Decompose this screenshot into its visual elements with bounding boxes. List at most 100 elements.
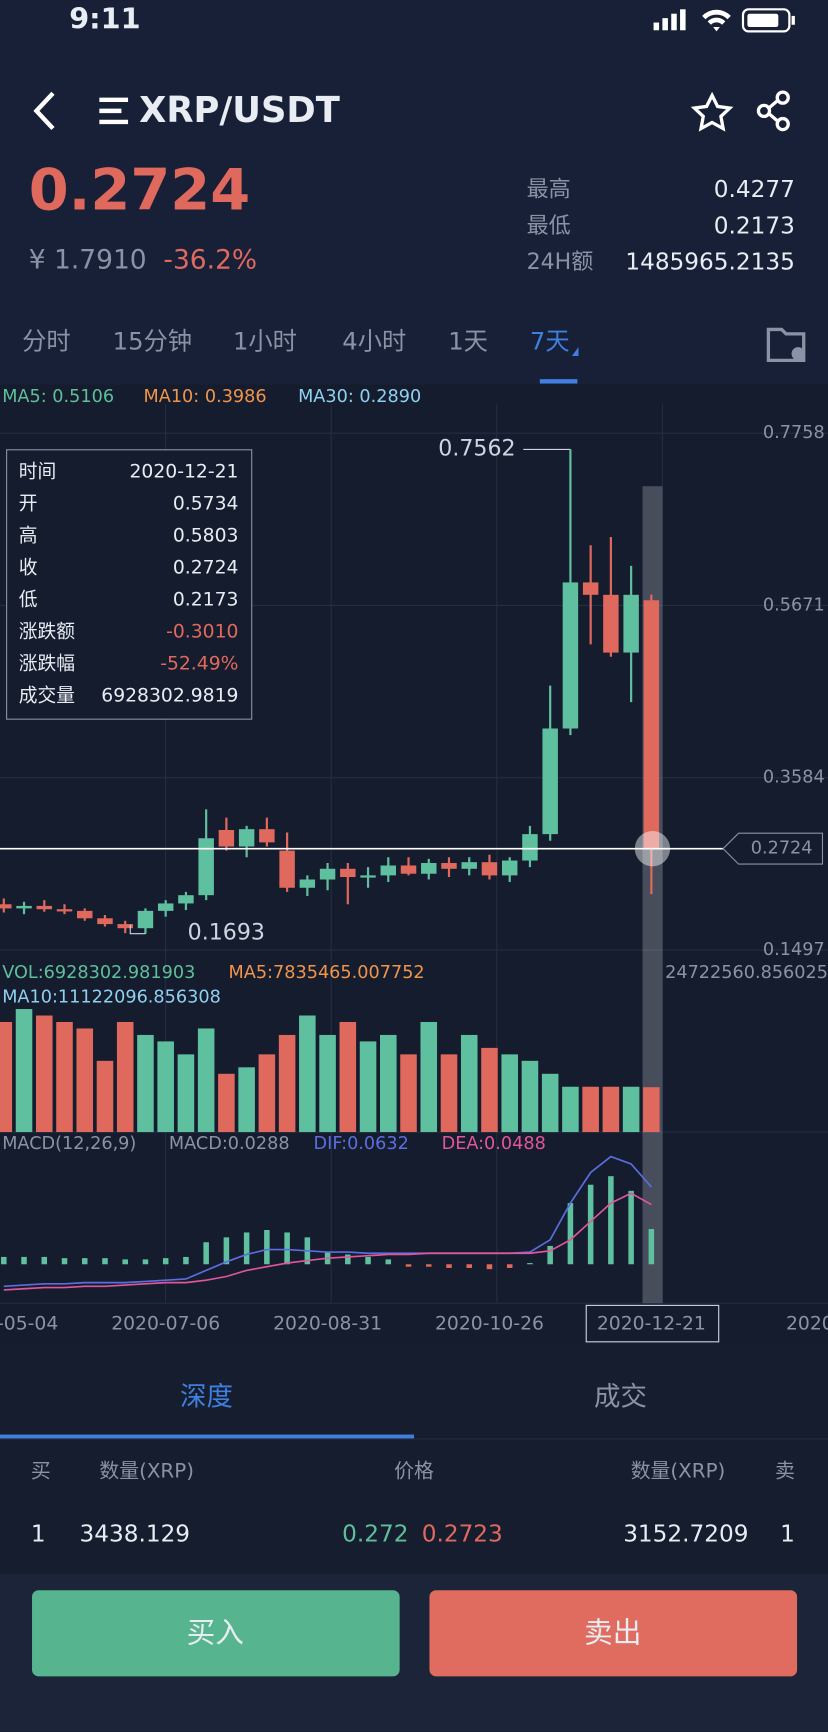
candle-body	[238, 829, 255, 847]
depth-tab[interactable]: 深度	[180, 1382, 233, 1413]
settings-icon[interactable]	[766, 327, 806, 363]
candle-body	[623, 594, 639, 653]
volume-bar	[218, 1073, 235, 1133]
share-button[interactable]	[756, 90, 790, 132]
macd-bar	[486, 1264, 493, 1270]
macd-bar	[21, 1256, 27, 1265]
pair-title: XRP/USDT	[139, 90, 340, 131]
back-button[interactable]	[33, 91, 55, 131]
volume-bar	[643, 1087, 660, 1133]
x-tick-label: 2020-07-06	[111, 1314, 220, 1335]
favorite-button[interactable]	[690, 91, 734, 132]
macd-bar	[405, 1264, 412, 1267]
period-tab[interactable]: 分时	[22, 327, 71, 356]
x-label-box	[585, 1304, 720, 1343]
book-cell: 0.2723	[422, 1521, 503, 1548]
candle-body	[16, 905, 32, 909]
candle-body	[259, 829, 275, 843]
volume-bar	[541, 1073, 559, 1133]
x-tick-label: 2020-	[786, 1314, 828, 1335]
candle-body	[36, 905, 52, 910]
macd-bar	[608, 1176, 614, 1265]
volume-bar	[278, 1034, 296, 1133]
volume-bar	[562, 1086, 579, 1133]
ma-legend: MA30: 0.2890	[298, 387, 421, 407]
book-cell: 0.272	[342, 1521, 408, 1548]
volume-bar	[15, 1009, 33, 1133]
sell-label[interactable]: 卖出	[584, 1615, 641, 1649]
macd-bar	[162, 1258, 169, 1265]
macd-bar	[466, 1264, 472, 1268]
stat-value: 1485965.2135	[625, 249, 795, 276]
candle-body	[421, 863, 437, 874]
tooltip-label: 收	[19, 556, 38, 578]
macd-bar	[527, 1263, 533, 1265]
stat-value: 0.2173	[714, 212, 795, 239]
volume-bar	[116, 1021, 134, 1133]
period-tab[interactable]: 1小时	[233, 327, 297, 356]
candle-body	[522, 834, 538, 861]
macd-bar	[203, 1242, 209, 1265]
candle-body	[542, 728, 558, 835]
tooltip-value: 0.2724	[173, 557, 239, 578]
macd-legend: MACD(12,26,9)	[2, 1134, 136, 1154]
macd-legend: DEA:0.0488	[442, 1134, 546, 1154]
y-tick-label: 0.7758	[763, 423, 825, 443]
volume-bar	[258, 1054, 276, 1133]
candle-body	[279, 850, 295, 888]
period-tab[interactable]: 4小时	[342, 327, 406, 356]
candle-body	[0, 904, 12, 909]
clock: 9:11	[69, 1, 140, 35]
buy-button[interactable]	[32, 1590, 400, 1677]
volume-bar	[238, 1067, 255, 1133]
candle-body	[198, 838, 214, 896]
ma-legend: MA10: 0.3986	[144, 387, 267, 407]
candle-body	[562, 582, 579, 729]
y-tick-label: 0.1497	[763, 940, 825, 960]
book-header: 卖	[775, 1460, 795, 1483]
change: -36.2%	[163, 245, 257, 276]
volume-bar	[521, 1060, 539, 1133]
menu-icon[interactable]	[99, 97, 129, 125]
candle-body	[441, 863, 457, 869]
candle-body	[178, 895, 194, 904]
tooltip-value: -0.3010	[166, 621, 238, 642]
volume-bar	[319, 1034, 336, 1133]
ma-legend: MA5: 0.5106	[2, 387, 114, 407]
macd-bar	[223, 1237, 230, 1265]
header-bg	[0, 0, 828, 385]
volume-bar	[0, 1021, 13, 1133]
tooltip-value: 2020-12-21	[129, 461, 238, 482]
macd-bar	[284, 1232, 290, 1265]
candle-body	[603, 594, 619, 653]
period-tab[interactable]: 1天	[448, 327, 488, 356]
candle-body	[97, 918, 113, 925]
macd-legend: DIF:0.0632	[314, 1134, 409, 1154]
buy-label[interactable]: 买入	[187, 1615, 244, 1649]
tooltip-value: 6928302.9819	[101, 685, 238, 706]
high-label: 0.7562	[438, 436, 515, 461]
trades-tab[interactable]: 成交	[594, 1382, 647, 1413]
macd-bar	[122, 1259, 128, 1265]
sell-button[interactable]	[429, 1590, 798, 1677]
volume-bar	[481, 1047, 498, 1133]
volume-bar	[420, 1021, 438, 1133]
stat-label: 24H额	[527, 250, 594, 275]
period-tab[interactable]: 7天	[530, 327, 570, 356]
candle-body	[380, 865, 397, 876]
macd-bar	[385, 1259, 392, 1265]
tooltip-label: 涨跌额	[19, 620, 75, 642]
vol-legend: MA5:7835465.007752	[229, 963, 425, 983]
macd-bar	[264, 1230, 270, 1265]
candle-body	[157, 903, 174, 911]
x-tick-label: 2020-05-04	[0, 1314, 58, 1335]
period-tab[interactable]: 15分钟	[113, 327, 192, 356]
volume-bar	[339, 1021, 357, 1133]
candle-body	[643, 600, 660, 849]
vol-legend: MA10:11122096.856308	[2, 987, 221, 1007]
x-tick-label: 2020-10-26	[435, 1314, 544, 1335]
tooltip-label: 时间	[19, 460, 57, 482]
macd-bar	[547, 1245, 553, 1265]
candle-body	[218, 829, 235, 847]
